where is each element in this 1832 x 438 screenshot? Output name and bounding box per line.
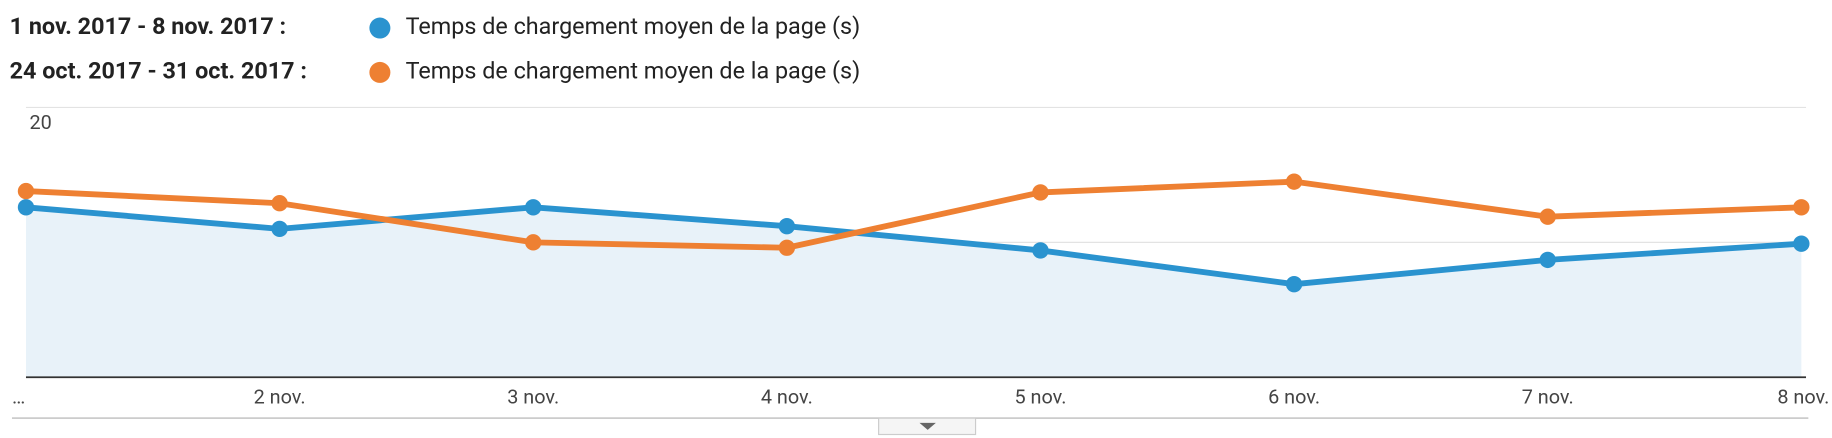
legend-label: Temps de chargement moyen de la page (s) xyxy=(406,12,861,40)
x-tick-label: 8 nov. xyxy=(1777,386,1829,409)
x-tick-label: … xyxy=(12,386,25,409)
x-tick-label: 6 nov. xyxy=(1268,386,1320,409)
x-tick-label: 2 nov. xyxy=(254,386,306,409)
data-point xyxy=(525,199,542,216)
x-tick-label: 5 nov. xyxy=(1014,386,1066,409)
data-point xyxy=(1539,251,1556,269)
data-point xyxy=(271,220,288,238)
data-point xyxy=(1793,235,1810,252)
data-point xyxy=(778,217,796,235)
data-point xyxy=(1032,184,1049,201)
y-tick-label: 20 xyxy=(29,111,51,134)
series-line xyxy=(25,204,1802,288)
x-tick-label: 7 nov. xyxy=(1522,386,1574,409)
data-point xyxy=(1539,208,1556,225)
data-point xyxy=(1032,242,1049,259)
legend-label: Temps de chargement moyen de la page (s) xyxy=(406,57,861,85)
data-point xyxy=(1793,199,1810,216)
legend-swatch xyxy=(369,61,391,83)
x-tick-label: 3 nov. xyxy=(507,386,559,409)
data-point xyxy=(271,195,288,212)
data-point xyxy=(525,234,542,251)
legend-period: 1 nov. 2017 - 8 nov. 2017 : xyxy=(10,12,287,40)
data-point xyxy=(778,239,796,256)
x-tick-label: 4 nov. xyxy=(761,386,813,409)
expand-arrow xyxy=(919,422,936,430)
data-point xyxy=(17,199,35,216)
series-line xyxy=(25,178,1802,251)
data-point xyxy=(1285,276,1303,293)
legend-swatch xyxy=(369,17,391,39)
legend-period: 24 oct. 2017 - 31 oct. 2017 : xyxy=(10,57,307,85)
data-point xyxy=(1285,173,1303,190)
series-area xyxy=(25,207,1802,378)
data-point xyxy=(17,182,35,200)
